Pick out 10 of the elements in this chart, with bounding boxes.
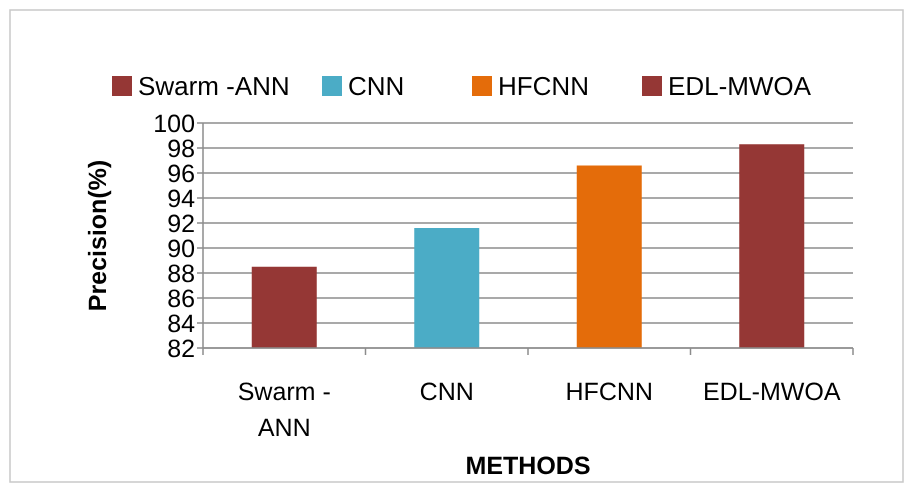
legend-label: CNN	[348, 71, 404, 101]
legend-label: HFCNN	[498, 71, 589, 101]
x-tick-label: EDL-MWOA	[703, 378, 841, 406]
x-axis-title: METHODS	[466, 452, 590, 480]
x-tick-label: HFCNN	[566, 378, 653, 406]
y-axis-title: Precision(%)	[84, 160, 112, 312]
legend-label: EDL-MWOA	[668, 71, 812, 101]
legend-label: Swarm -ANN	[138, 71, 290, 101]
x-tick-label: CNN	[420, 378, 474, 406]
x-tick-label: Swarm - ANN	[238, 378, 331, 442]
